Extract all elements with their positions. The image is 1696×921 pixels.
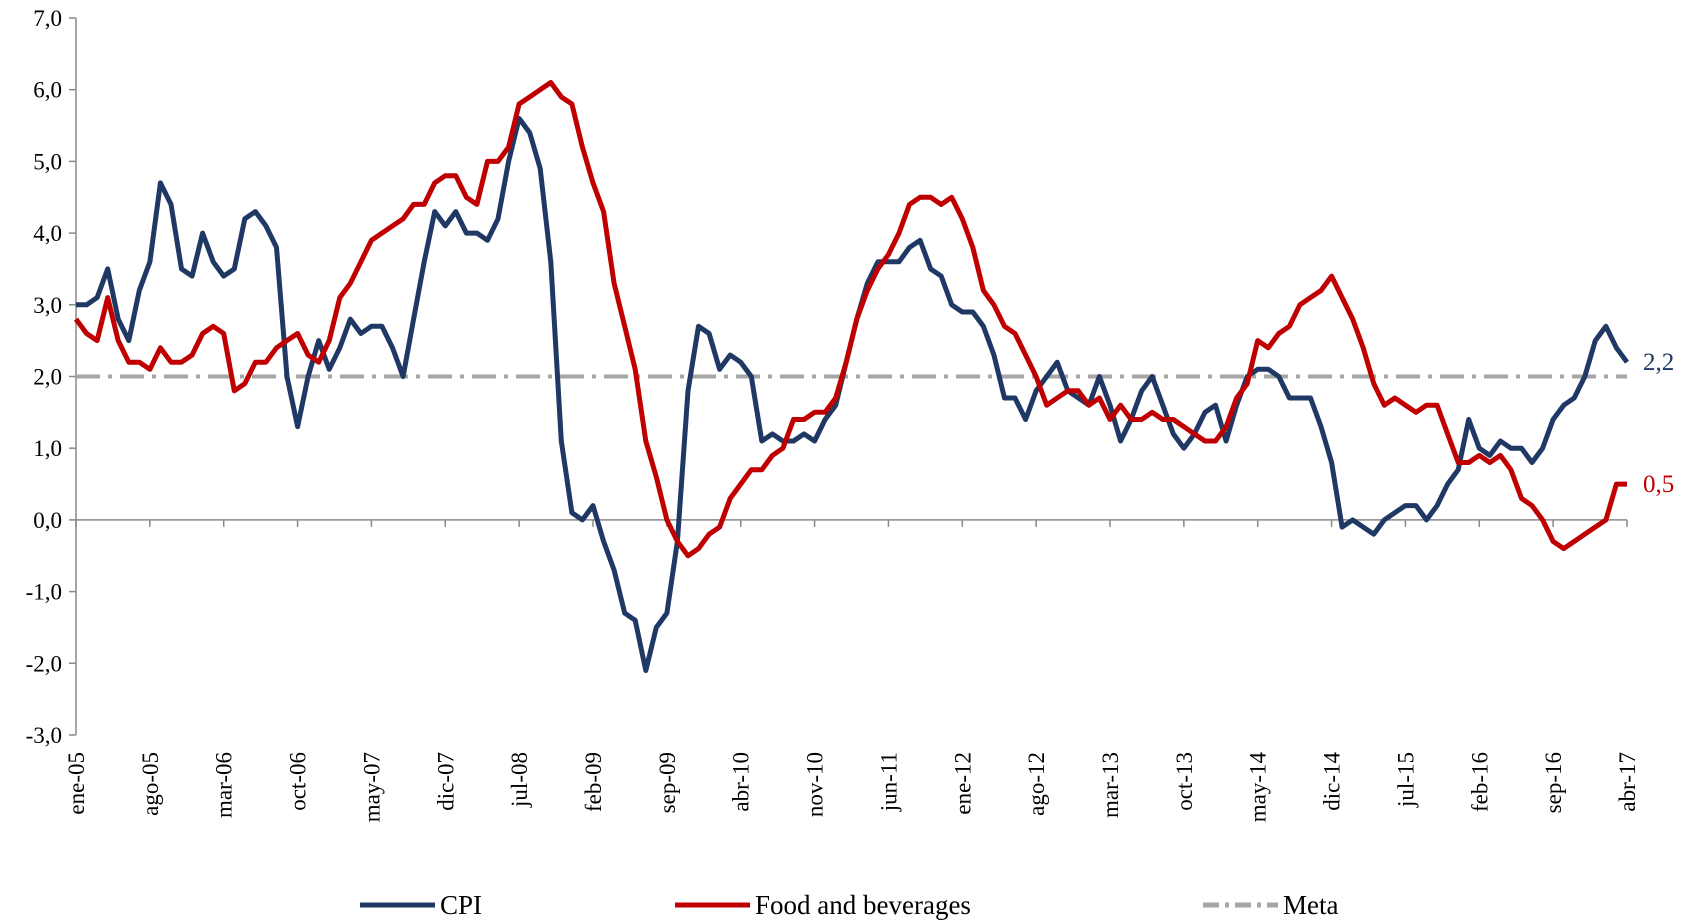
series-line (73, 80, 1627, 559)
x-tick-label: jun-11 (876, 752, 901, 812)
x-tick-label: jul-15 (1393, 752, 1418, 808)
x-tick-label: oct-13 (1172, 752, 1197, 811)
x-tick-label: sep-16 (1541, 752, 1566, 813)
x-tick-label: mar-06 (212, 752, 237, 818)
x-tick-label: ene-05 (64, 752, 89, 815)
y-tick-label: -1,0 (26, 580, 62, 605)
x-tick-label: may-07 (359, 752, 384, 822)
x-tick-label: nov-10 (803, 752, 828, 817)
y-tick-label: 1,0 (33, 436, 62, 461)
series-line (76, 115, 1630, 673)
x-tick-label: dic-14 (1320, 752, 1345, 811)
x-tick-label: ago-05 (138, 752, 163, 816)
x-tick-label: sep-09 (655, 752, 680, 813)
x-tick-label: feb-09 (581, 752, 606, 812)
y-tick-label: 4,0 (33, 221, 62, 246)
y-tick-label: 5,0 (33, 149, 62, 174)
x-tick-label: oct-06 (286, 752, 311, 811)
y-tick-label: 0,0 (33, 508, 62, 533)
y-tick-label: -2,0 (26, 651, 62, 676)
x-tick-label: ene-12 (950, 752, 975, 815)
end-label: 2,2 (1643, 349, 1674, 376)
legend-label: Meta (1283, 890, 1338, 920)
y-tick-label: -3,0 (26, 723, 62, 748)
x-tick-label: ago-12 (1024, 752, 1049, 816)
x-tick-label: abr-10 (729, 752, 754, 812)
x-tick-label: may-14 (1246, 752, 1271, 823)
x-tick-label: mar-13 (1098, 752, 1123, 818)
legend-label: CPI (440, 890, 482, 920)
end-label: 0,5 (1643, 471, 1674, 498)
x-tick-label: dic-07 (433, 752, 458, 811)
y-tick-label: 7,0 (33, 6, 62, 31)
legend-label: Food and beverages (755, 890, 971, 920)
x-tick-label: feb-16 (1467, 752, 1492, 812)
x-tick-label: jul-08 (507, 752, 532, 808)
x-tick-label: abr-17 (1615, 752, 1640, 812)
y-tick-label: 6,0 (33, 78, 62, 103)
y-tick-label: 3,0 (33, 293, 62, 318)
y-tick-label: 2,0 (33, 365, 62, 390)
